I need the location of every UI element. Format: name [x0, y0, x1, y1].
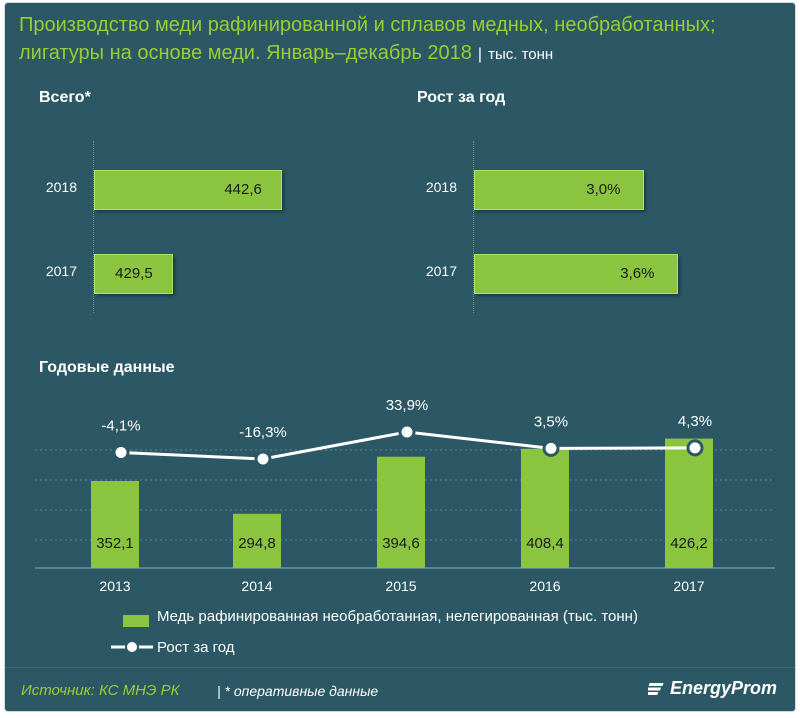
- footnote: | * оперативные данные: [217, 683, 378, 699]
- legend-bar-label: Медь рафинированная необработанная, неле…: [157, 608, 638, 625]
- title-line-1: Производство меди рафинированной и сплав…: [19, 14, 716, 36]
- annual-bar-label-2014: 294,8: [238, 535, 276, 552]
- x-tick-2013: 2013: [99, 578, 130, 594]
- growth-label-2016: 3,5%: [534, 413, 568, 430]
- annual-bar-2014: [233, 513, 281, 568]
- growth-point-2013: [112, 443, 130, 461]
- growth-label-2015: 33,9%: [386, 397, 429, 414]
- annual-chart: 352,1 2013 294,8 2014 394,6 2015 408,4 2016 426,…: [35, 397, 775, 594]
- annual-bar-label-2013: 352,1: [96, 535, 134, 552]
- total-bar-2018: [94, 170, 283, 210]
- legend-line-label: Рост за год: [157, 639, 235, 656]
- x-tick-2015: 2015: [385, 578, 416, 594]
- energy-logo-icon: [647, 683, 664, 696]
- total-row-label-2018: 2018: [45, 179, 77, 195]
- growth-point-2016: [542, 439, 560, 457]
- annual-bar-label-2017: 426,2: [670, 535, 708, 552]
- annual-bar-2015: [377, 456, 425, 568]
- infographic: Производство меди рафинированной и сплав…: [5, 3, 795, 711]
- growth-label-2013: -4,1%: [101, 417, 140, 434]
- title-line-2: лигатуры на основе меди. Январь–декабрь …: [19, 42, 472, 64]
- growth-point-2014: [254, 450, 272, 468]
- annual-bar-2013: [91, 480, 139, 568]
- annual-bar-label-2016: 408,4: [526, 535, 564, 552]
- growth-row-label-2017: 2017: [425, 263, 457, 279]
- growth-point-2017: [686, 439, 704, 457]
- growth-panel: 2018 2017 3,0% 3,6%: [385, 141, 795, 313]
- growth-value-2017: 3,6%: [620, 265, 655, 282]
- footnote-separator: |: [217, 683, 221, 699]
- growth-label-2014: -16,3%: [239, 424, 287, 441]
- title-separator: |: [477, 46, 483, 63]
- source-text: Источник: КС МНЭ РК: [21, 682, 180, 699]
- total-panel: 2018 2017 442,6 429,5: [5, 141, 395, 313]
- growth-section-title: Рост за год: [417, 89, 506, 106]
- growth-point-2015: [398, 423, 416, 441]
- total-axis: [93, 141, 95, 313]
- footer: Источник: КС МНЭ РК | * оперативные данн…: [5, 667, 795, 711]
- growth-value-2018: 3,0%: [586, 181, 621, 198]
- total-bar-2017: [94, 254, 174, 294]
- total-value-2018: 442,6: [224, 181, 262, 198]
- total-value-2017: 429,5: [115, 265, 153, 282]
- title-unit: тыс. тонн: [488, 46, 554, 63]
- x-tick-2017: 2017: [673, 578, 704, 594]
- x-tick-2014: 2014: [241, 578, 272, 594]
- annual-bar-2017: [665, 438, 713, 568]
- total-section-title: Всего*: [39, 89, 91, 106]
- growth-bar-2017: [474, 254, 679, 294]
- chart-title: Производство меди рафинированной и сплав…: [19, 11, 789, 69]
- brand-name: EnergyProm: [669, 678, 777, 698]
- legend-bar-swatch: [123, 615, 149, 627]
- x-tick-2016: 2016: [529, 578, 560, 594]
- brand-logo: EnergyProm: [647, 678, 777, 699]
- growth-row-label-2018: 2018: [425, 179, 457, 195]
- growth-label-2017: 4,3%: [678, 413, 712, 430]
- annual-bar-label-2015: 394,6: [382, 535, 420, 552]
- total-row-label-2017: 2017: [45, 263, 77, 279]
- growth-axis: [473, 141, 475, 313]
- footnote-text: * оперативные данные: [224, 683, 379, 699]
- annual-section-title: Годовые данные: [39, 359, 175, 376]
- growth-bar-2018: [474, 170, 645, 210]
- annual-bar-2016: [521, 448, 569, 568]
- legend-line-swatch: [111, 640, 153, 654]
